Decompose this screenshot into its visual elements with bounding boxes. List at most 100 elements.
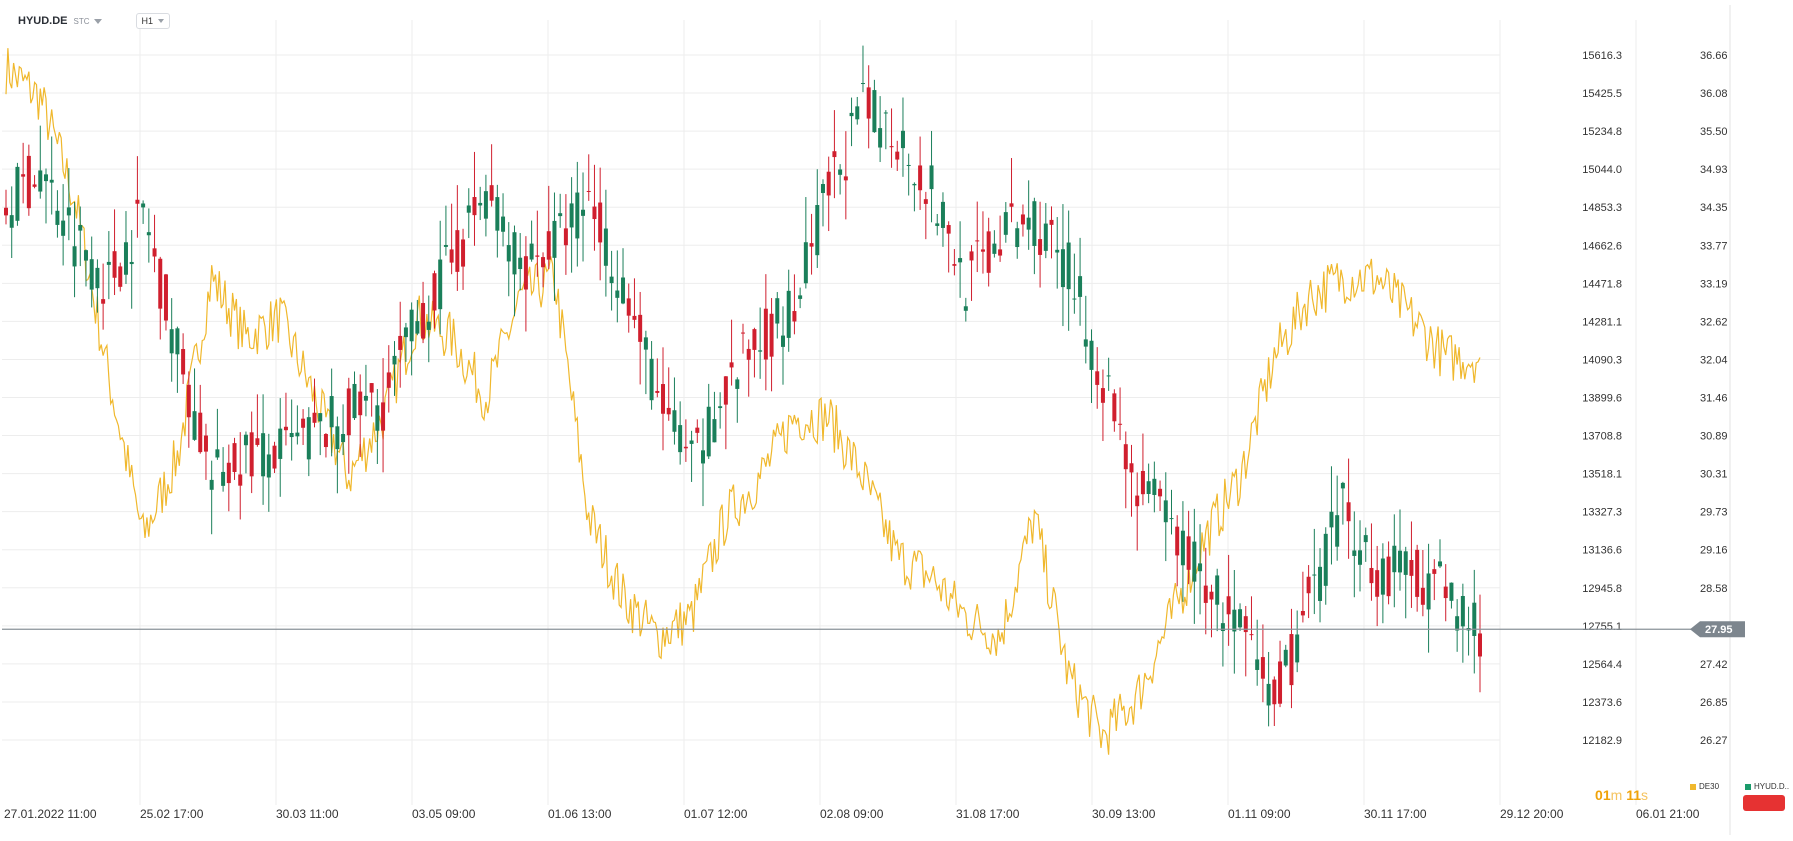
candle	[1078, 276, 1083, 297]
candle	[478, 202, 483, 206]
left-axis-label: 15234.8	[1582, 126, 1622, 138]
candle	[135, 199, 140, 204]
candle	[158, 258, 163, 309]
candle	[643, 337, 648, 350]
candle	[306, 417, 311, 460]
candle	[603, 228, 608, 266]
candle	[129, 261, 134, 265]
candle	[1129, 463, 1134, 473]
candle	[1203, 585, 1208, 603]
candle	[1106, 375, 1111, 377]
candle	[946, 225, 951, 234]
candle	[101, 299, 106, 304]
candle	[752, 329, 757, 350]
candle	[1020, 214, 1025, 225]
candle	[392, 355, 397, 365]
candle	[112, 251, 117, 278]
candle	[38, 170, 43, 192]
candle	[318, 413, 323, 422]
x-tick-label: 06.01 21:00	[1636, 807, 1700, 821]
x-tick-label: 30.03 11:00	[276, 807, 339, 821]
countdown-seconds-unit: s	[1641, 787, 1648, 803]
legend-item-hyud[interactable]: HYUD.D..	[1745, 782, 1789, 791]
candle	[118, 266, 123, 287]
candle	[272, 445, 277, 469]
legend-item-de30[interactable]: DE30	[1690, 782, 1719, 791]
hyud-candles	[4, 45, 1482, 727]
timeframe-selector[interactable]: H1	[135, 13, 171, 29]
chart-axes: 15616.3 36.66 15425.5 36.08 15234.8 35.50 1504…	[2, 50, 1745, 821]
x-tick-label: 01.11 09:00	[1228, 807, 1291, 821]
candle	[912, 183, 917, 186]
candle	[638, 314, 643, 342]
candle	[1472, 602, 1477, 636]
de30-line	[5, 48, 1481, 755]
candle	[1283, 649, 1288, 666]
candle	[1272, 679, 1277, 705]
candle	[820, 184, 825, 194]
candle	[661, 384, 666, 414]
right-axis-label: 30.31	[1700, 469, 1728, 481]
x-tick-label: 02.08 09:00	[820, 807, 884, 821]
candle	[723, 376, 728, 405]
countdown-minutes-unit: m	[1610, 787, 1623, 803]
candle	[1306, 576, 1311, 594]
left-axis-label: 13899.6	[1582, 393, 1622, 405]
candle	[678, 425, 683, 453]
candle	[78, 225, 83, 231]
candle	[1369, 567, 1374, 584]
candle	[1398, 550, 1403, 573]
left-axis-label: 13708.8	[1582, 431, 1622, 443]
candle	[900, 130, 905, 149]
left-axis-label: 14090.3	[1582, 354, 1622, 366]
candle	[758, 350, 763, 352]
candle	[769, 313, 774, 357]
candle	[1386, 556, 1391, 597]
candle	[1238, 609, 1243, 628]
candle	[461, 239, 466, 267]
candle	[701, 450, 706, 464]
candle	[683, 446, 688, 449]
candle	[535, 255, 540, 257]
candle	[621, 277, 626, 304]
candle	[1055, 249, 1060, 253]
symbol-label[interactable]: HYUD.DE	[18, 15, 68, 27]
source-selector[interactable]: STC	[74, 17, 102, 26]
legend-swatch	[1745, 783, 1751, 790]
candle	[741, 332, 745, 334]
candle	[529, 243, 534, 260]
candle	[940, 201, 945, 228]
candle	[83, 250, 88, 261]
candle	[1026, 217, 1031, 230]
candle	[43, 174, 48, 182]
candle	[415, 321, 420, 334]
right-axis-label: 33.19	[1700, 278, 1728, 290]
candle	[1260, 657, 1265, 679]
candle	[455, 230, 460, 272]
chevron-down-icon	[158, 19, 165, 23]
candle	[712, 419, 717, 443]
candle	[329, 396, 334, 428]
candle	[323, 434, 328, 448]
right-axis-label: 30.89	[1700, 431, 1728, 443]
candle	[1003, 212, 1008, 235]
candle	[563, 228, 568, 246]
candle	[1038, 239, 1043, 255]
left-axis-label: 14853.3	[1582, 202, 1622, 214]
candle	[518, 257, 523, 270]
right-axis-label: 31.46	[1700, 393, 1728, 405]
countdown-seconds: 11	[1626, 787, 1641, 803]
alert-button[interactable]	[1743, 795, 1785, 811]
candle	[192, 411, 197, 440]
right-axis-label: 28.58	[1700, 583, 1728, 595]
candle	[1152, 478, 1157, 495]
candle	[1312, 574, 1317, 576]
candle	[152, 248, 157, 257]
candle-countdown: 01m 11s	[1595, 787, 1648, 803]
current-price-label: 27.95	[1705, 624, 1733, 636]
right-axis-label: 29.16	[1700, 545, 1728, 557]
right-axis-label: 35.50	[1700, 126, 1728, 138]
candle	[1072, 298, 1077, 300]
candle	[1043, 223, 1048, 251]
